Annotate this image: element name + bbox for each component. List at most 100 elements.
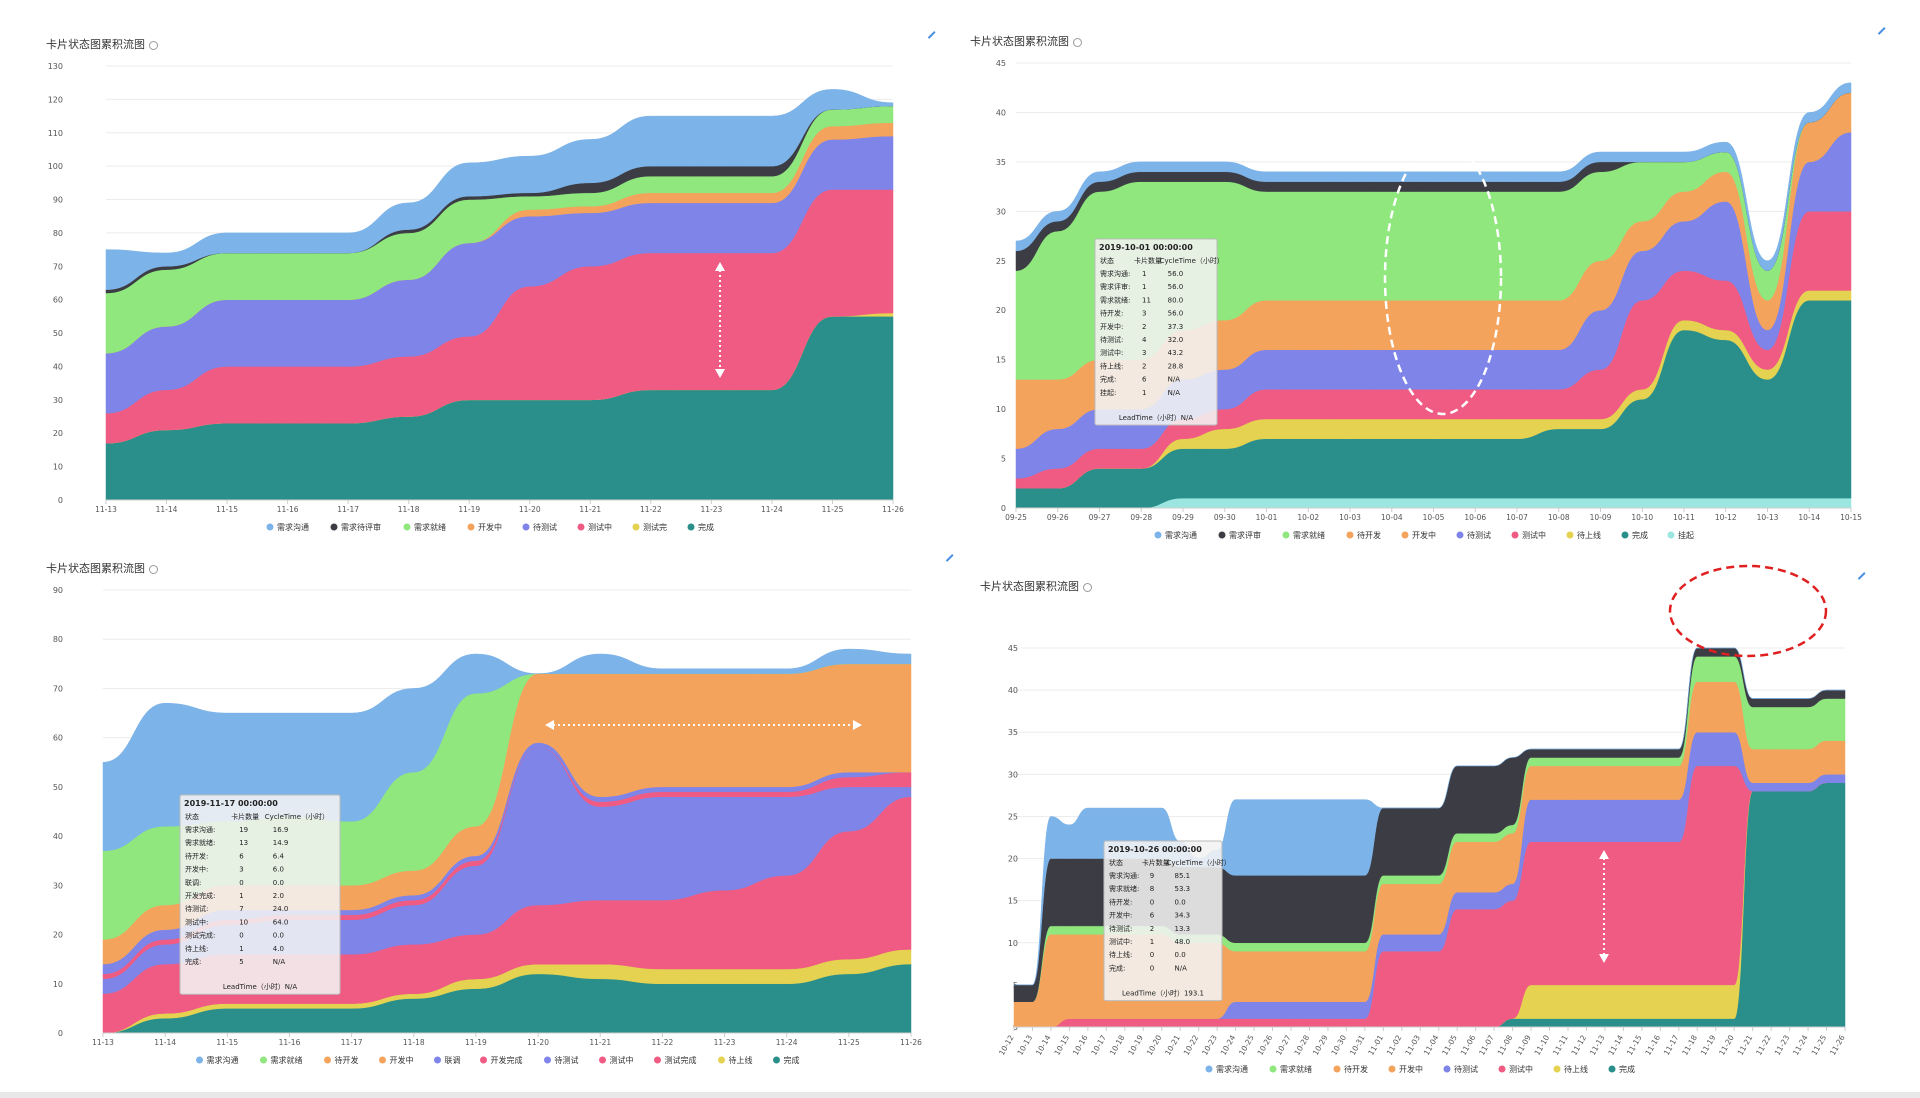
tooltip-header: 状态 [1109, 858, 1123, 867]
x-tick-label: 11-18 [398, 505, 420, 514]
tooltip-cell: 7 [239, 905, 243, 913]
legend-item[interactable]: 测试中 [577, 522, 613, 532]
legend-item[interactable]: 完成 [1608, 1064, 1636, 1074]
x-tick-label: 11-09 [1514, 1033, 1533, 1057]
y-tick-label: 10 [53, 980, 63, 989]
legend-item[interactable]: 测试完 [632, 522, 668, 532]
legend-label: 测试完成 [665, 1055, 697, 1065]
x-tick-label: 11-23 [1773, 1033, 1792, 1057]
tooltip-cell: 5 [239, 958, 243, 966]
x-tick-label: 10-14 [1034, 1033, 1053, 1057]
tooltip-cell: 2.0 [273, 892, 284, 900]
legend-marker [1346, 531, 1354, 539]
legend-item[interactable]: 开发完成 [480, 1055, 523, 1065]
legend-label: 完成 [1632, 530, 1648, 540]
y-tick-label: 15 [996, 356, 1006, 365]
legend-item[interactable]: 待测试 [522, 522, 558, 532]
y-tick-label: 35 [1008, 728, 1018, 737]
legend-item[interactable]: 完成 [687, 522, 715, 532]
x-tick-label: 11-26 [900, 1038, 922, 1047]
legend-item[interactable]: 需求就绪 [260, 1055, 303, 1065]
tooltip-cell: 需求沟通: [1109, 871, 1139, 880]
x-tick-label: 11-19 [1699, 1033, 1718, 1057]
help-icon[interactable] [1073, 37, 1082, 47]
legend-item[interactable]: 开发中 [1388, 1064, 1424, 1074]
legend-item[interactable]: 待测试 [544, 1055, 579, 1065]
legend-item[interactable]: 待上线 [1553, 1064, 1589, 1074]
legend-item[interactable]: 待开发 [1333, 1064, 1369, 1074]
legend-item[interactable]: 待开发 [324, 1055, 359, 1065]
legend-item[interactable]: 开发中 [379, 1055, 414, 1065]
tooltip-cell: 0.0 [1175, 898, 1186, 906]
x-tick-label: 11-18 [1680, 1033, 1699, 1057]
legend-item[interactable]: 需求沟通 [266, 522, 310, 532]
legend-item[interactable]: 需求沟通 [1154, 530, 1198, 540]
legend-item[interactable]: 测试中 [599, 1055, 634, 1065]
y-tick-label: 80 [53, 635, 63, 644]
legend-item[interactable]: 待上线 [1566, 530, 1602, 540]
legend-marker [1269, 1065, 1277, 1073]
x-tick-label: 11-15 [216, 1038, 238, 1047]
x-tick-label: 11-20 [1717, 1033, 1736, 1057]
tooltip-footer: LeadTime（小时）193.1 [1122, 989, 1204, 998]
legend-item[interactable]: 需求评审 [1218, 530, 1262, 540]
x-tick-label: 10-16 [1071, 1033, 1090, 1057]
x-tick-label: 11-24 [776, 1038, 798, 1047]
legend-item[interactable]: 联调 [434, 1056, 461, 1065]
legend-item[interactable]: 完成 [1621, 530, 1649, 540]
legend-item[interactable]: 挂起 [1667, 530, 1695, 540]
legend-marker [1667, 531, 1675, 539]
tooltip-title: 2019-10-01 00:00:00 [1099, 243, 1193, 252]
x-tick-label: 11-24 [1791, 1033, 1810, 1057]
legend-item[interactable]: 待开发 [1346, 530, 1382, 540]
x-tick-label: 11-25 [1810, 1033, 1829, 1057]
help-icon[interactable] [149, 40, 158, 50]
x-tick-label: 11-07 [1477, 1033, 1496, 1057]
legend-label: 需求沟通 [1165, 530, 1197, 540]
x-tick-label: 10-04 [1381, 513, 1403, 522]
legend-marker [544, 1056, 551, 1064]
tooltip-box [1094, 238, 1218, 426]
tooltip-cell: 需求评审: [1100, 282, 1130, 291]
legend-item[interactable]: 待测试 [1456, 530, 1492, 540]
legend-item[interactable]: 需求沟通 [196, 1055, 239, 1065]
legend-marker [266, 523, 274, 531]
y-tick-label: 10 [996, 405, 1006, 414]
legend-label: 完成 [784, 1055, 800, 1065]
legend-item[interactable]: 待测试 [1443, 1064, 1479, 1074]
legend-item[interactable]: 测试中 [1498, 1064, 1534, 1074]
legend-label: 测试中 [1522, 530, 1546, 540]
chart-title-1: 卡片状态图累积流图 [46, 36, 158, 52]
tooltip-cell: 1 [1142, 270, 1146, 278]
legend-label: 测试完 [643, 522, 667, 532]
help-icon[interactable] [1083, 582, 1092, 592]
y-tick-label: 40 [1008, 686, 1018, 695]
legend-item[interactable]: 需求就绪 [1282, 530, 1326, 540]
tooltip-cell: 1 [1142, 283, 1146, 291]
legend-label: 需求待评审 [341, 522, 381, 532]
tooltip: 2019-11-17 00:00:00 状态 卡片数量 CycleTime（小时） 需求… [179, 794, 341, 995]
tooltip-cell: 0.0 [1175, 951, 1186, 959]
legend-item[interactable]: 开发中 [467, 522, 503, 532]
help-icon[interactable] [149, 564, 158, 574]
x-tick-label: 09-26 [1047, 513, 1069, 522]
legend-item[interactable]: 需求待评审 [330, 522, 382, 532]
y-tick-label: 0 [58, 496, 63, 505]
legend-item[interactable]: 需求就绪 [1269, 1064, 1313, 1074]
legend-item[interactable]: 测试中 [1511, 530, 1547, 540]
legend-item[interactable]: 需求沟通 [1205, 1064, 1249, 1074]
x-tick-label: 09-25 [1005, 513, 1027, 522]
legend-item[interactable]: 测试完成 [654, 1055, 697, 1065]
tooltip-cell: 待开发: [1109, 897, 1132, 906]
legend-item[interactable]: 开发中 [1401, 530, 1437, 540]
y-tick-label: 10 [53, 463, 63, 472]
bottom-scrollbar[interactable] [0, 1092, 1920, 1098]
tooltip-cell: 56.0 [1168, 283, 1184, 291]
x-tick-label: 11-21 [589, 1038, 611, 1047]
legend-item[interactable]: 完成 [773, 1055, 800, 1065]
legend-item[interactable]: 需求就绪 [403, 522, 447, 532]
legend-item[interactable]: 待上线 [718, 1055, 753, 1065]
tooltip-cell: 待开发: [1100, 309, 1123, 318]
